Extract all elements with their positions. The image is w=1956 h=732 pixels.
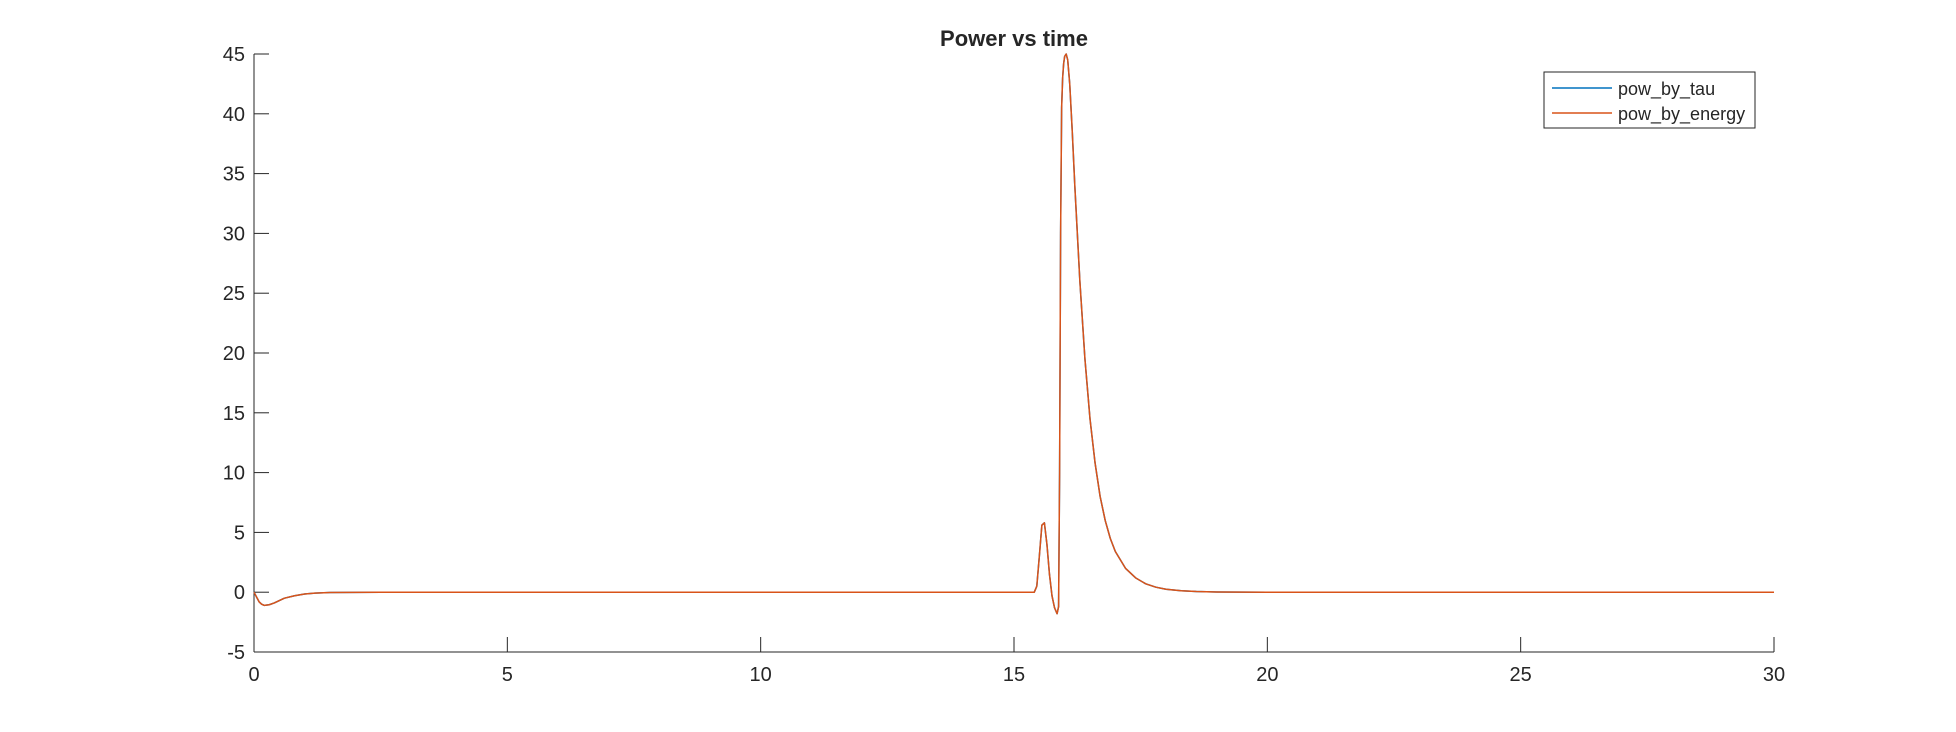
series-line-pow-by-tau [253, 53, 1774, 615]
legend-box [1543, 71, 1756, 129]
y-tick-label: 45 [223, 44, 245, 66]
y-tick-label: 15 [223, 403, 245, 425]
x-tick-label: 20 [1256, 664, 1278, 686]
x-tick-label: 0 [248, 664, 259, 686]
y-tick-label: 40 [223, 104, 245, 126]
y-tick-label: 25 [223, 283, 245, 305]
x-ticks: 0 5 10 15 20 25 30 [248, 637, 1785, 686]
y-tick-label: 30 [223, 223, 245, 245]
y-tick-label: 10 [223, 463, 245, 485]
series-line-pow-by-energy [253, 53, 1774, 615]
y-tick-label: 0 [234, 582, 245, 604]
x-tick-label: 25 [1510, 664, 1532, 686]
legend-label-pow-by-energy: pow_by_energy [1618, 104, 1745, 125]
x-tick-label: 10 [750, 664, 772, 686]
y-ticks: -5 0 5 10 15 20 25 30 35 40 45 [223, 44, 269, 664]
y-tick-label: -5 [227, 642, 245, 664]
x-tick-label: 30 [1763, 664, 1785, 686]
plot-lines [253, 53, 1774, 615]
y-tick-label: 20 [223, 343, 245, 365]
y-tick-label: 5 [234, 522, 245, 544]
chart-title: Power vs time [940, 26, 1088, 51]
y-tick-label: 35 [223, 164, 245, 186]
legend: pow_by_tau pow_by_energy [1543, 71, 1756, 129]
x-tick-label: 15 [1003, 664, 1025, 686]
legend-label-pow-by-tau: pow_by_tau [1618, 79, 1715, 100]
x-tick-label: 5 [502, 664, 513, 686]
